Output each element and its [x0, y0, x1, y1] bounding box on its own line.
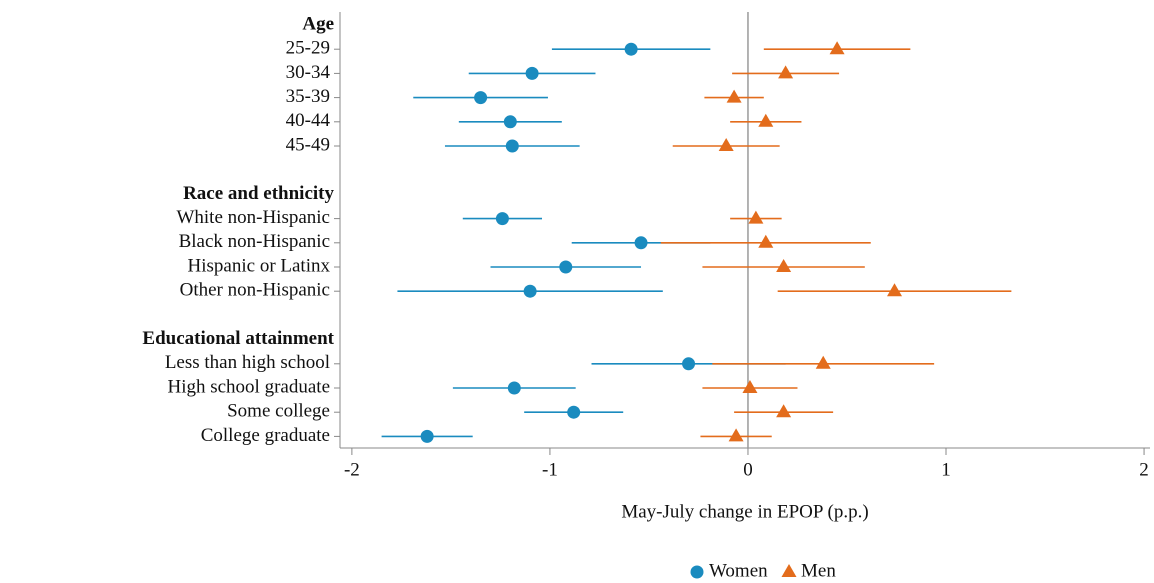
point	[758, 234, 774, 248]
point	[503, 115, 517, 129]
legend-marker	[781, 564, 797, 577]
y-tick-label: 35-39	[286, 86, 330, 107]
y-tick-label: Black non-Hispanic	[179, 231, 330, 252]
point	[523, 284, 537, 298]
point	[474, 91, 488, 105]
point	[507, 381, 521, 395]
point	[728, 428, 744, 442]
point	[682, 357, 696, 371]
x-tick-label: 0	[743, 459, 753, 480]
legend-marker	[690, 565, 704, 579]
point	[742, 380, 758, 393]
y-tick-label: Other non-Hispanic	[180, 280, 330, 301]
x-tick-label: 1	[941, 459, 951, 480]
x-axis-label: May-July change in EPOP (p.p.)	[621, 501, 868, 522]
point	[495, 212, 509, 226]
y-tick-label: White non-Hispanic	[176, 207, 330, 228]
group-header: Age	[302, 13, 334, 34]
legend-label: Women	[709, 560, 768, 581]
y-tick-label: College graduate	[201, 425, 330, 446]
point	[776, 259, 792, 272]
point	[567, 405, 581, 419]
y-tick-label: Some college	[227, 401, 330, 422]
point	[815, 355, 831, 369]
point	[525, 66, 539, 80]
y-tick-label: 25-29	[286, 38, 330, 59]
point	[829, 41, 845, 55]
point	[505, 139, 519, 153]
legend-label: Men	[801, 560, 836, 581]
point	[624, 42, 638, 56]
point	[778, 65, 794, 79]
group-header: Educational attainment	[142, 328, 334, 349]
point	[887, 283, 903, 297]
point	[748, 210, 764, 224]
y-tick-label: Hispanic or Latinx	[188, 255, 331, 276]
point	[726, 89, 742, 103]
x-tick-label: 2	[1139, 459, 1149, 480]
y-tick-label: Less than high school	[165, 352, 330, 373]
group-header: Race and ethnicity	[183, 183, 334, 204]
point	[634, 236, 648, 250]
point	[559, 260, 573, 274]
y-tick-label: 40-44	[286, 110, 331, 131]
y-tick-label: High school graduate	[167, 376, 330, 397]
y-tick-label: 30-34	[286, 62, 331, 83]
point	[776, 404, 792, 418]
x-tick-label: -2	[344, 459, 360, 480]
point	[420, 429, 434, 443]
y-tick-label: 45-49	[286, 134, 330, 155]
x-tick-label: -1	[542, 459, 558, 480]
point	[758, 113, 774, 127]
point	[718, 138, 734, 151]
